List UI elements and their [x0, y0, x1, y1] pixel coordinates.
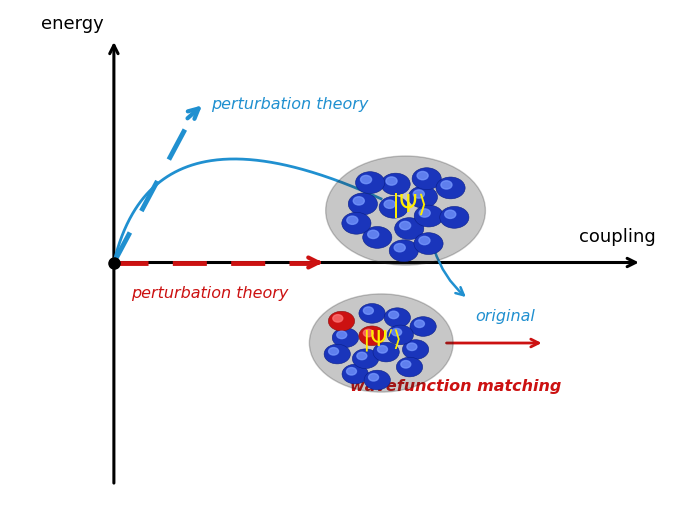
Circle shape	[402, 340, 428, 359]
Circle shape	[363, 226, 392, 248]
Circle shape	[332, 314, 343, 322]
Circle shape	[342, 364, 368, 384]
Circle shape	[377, 345, 388, 353]
Circle shape	[363, 307, 373, 314]
Text: original: original	[475, 309, 535, 324]
Circle shape	[414, 205, 443, 227]
Circle shape	[384, 200, 395, 208]
Circle shape	[359, 326, 385, 345]
Circle shape	[394, 244, 405, 252]
Circle shape	[342, 212, 371, 234]
Circle shape	[441, 181, 452, 189]
Circle shape	[412, 168, 441, 190]
Circle shape	[357, 352, 367, 360]
Circle shape	[349, 193, 377, 215]
Circle shape	[414, 320, 424, 328]
Circle shape	[444, 210, 456, 218]
Circle shape	[407, 343, 417, 351]
Circle shape	[395, 218, 424, 239]
Circle shape	[373, 342, 399, 362]
Circle shape	[389, 311, 398, 319]
Circle shape	[436, 177, 465, 199]
Circle shape	[379, 196, 408, 218]
Circle shape	[419, 209, 430, 217]
Circle shape	[359, 303, 385, 323]
Circle shape	[332, 328, 358, 348]
Ellipse shape	[309, 294, 453, 392]
Circle shape	[389, 240, 419, 261]
Circle shape	[400, 222, 411, 229]
Circle shape	[346, 368, 356, 375]
Circle shape	[381, 173, 410, 195]
Text: energy: energy	[41, 15, 104, 33]
Circle shape	[328, 311, 355, 331]
Circle shape	[410, 317, 436, 337]
Text: $|\Psi'\rangle$: $|\Psi'\rangle$	[362, 327, 400, 354]
Circle shape	[401, 361, 411, 368]
Text: $|\Psi\rangle$: $|\Psi\rangle$	[391, 191, 427, 220]
Circle shape	[356, 172, 385, 194]
Circle shape	[363, 329, 373, 337]
Circle shape	[369, 374, 379, 381]
Text: perturbation theory: perturbation theory	[132, 286, 288, 301]
Circle shape	[360, 175, 372, 184]
Circle shape	[368, 230, 379, 238]
Circle shape	[352, 349, 379, 369]
Circle shape	[384, 308, 410, 328]
Text: coupling: coupling	[579, 227, 656, 246]
Circle shape	[324, 344, 351, 364]
Text: perturbation theory: perturbation theory	[211, 97, 368, 112]
Circle shape	[391, 329, 402, 336]
Text: wavefunction matching: wavefunction matching	[350, 380, 561, 394]
Circle shape	[337, 331, 346, 339]
Circle shape	[440, 206, 469, 228]
Circle shape	[414, 233, 443, 255]
Circle shape	[386, 177, 397, 185]
Circle shape	[419, 236, 430, 245]
Circle shape	[396, 357, 423, 377]
Circle shape	[413, 190, 424, 198]
Circle shape	[328, 348, 339, 355]
Circle shape	[408, 186, 438, 208]
Circle shape	[387, 325, 414, 345]
Circle shape	[417, 172, 428, 180]
Circle shape	[346, 216, 358, 224]
Circle shape	[364, 370, 391, 390]
Ellipse shape	[326, 156, 485, 265]
Circle shape	[354, 197, 364, 205]
